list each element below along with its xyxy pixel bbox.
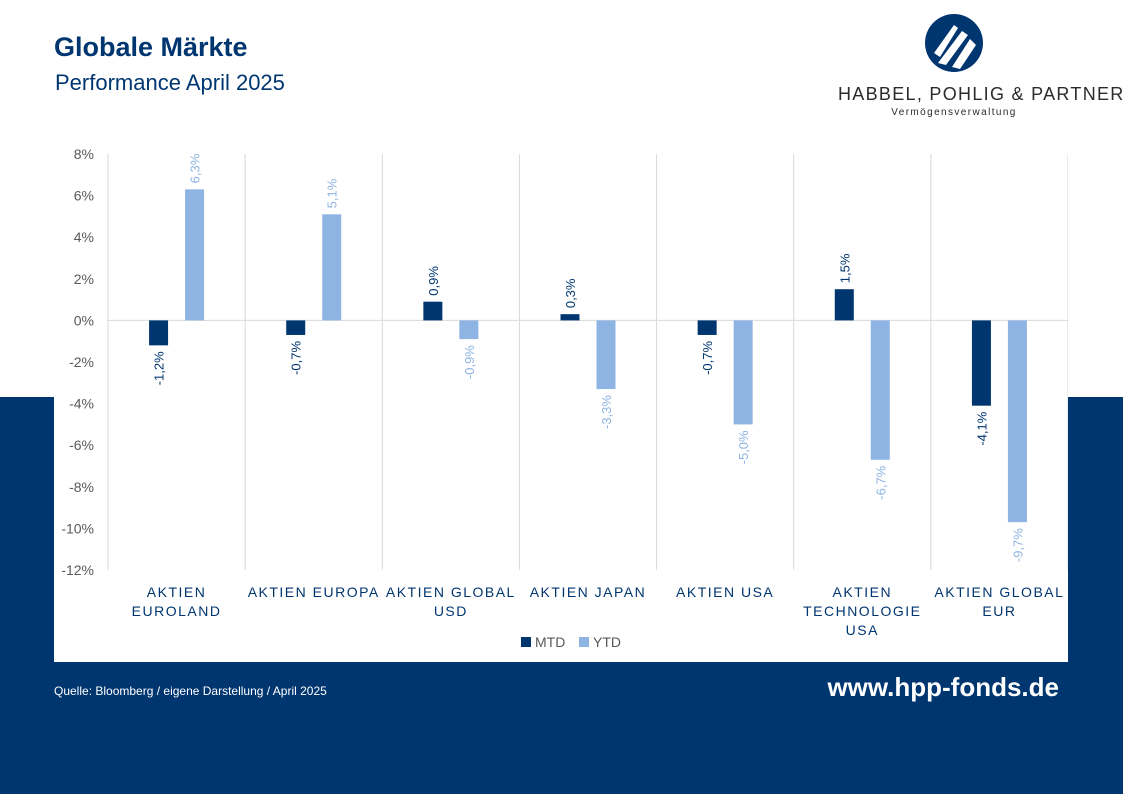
y-tick-label: 8% (74, 146, 94, 162)
data-label-mtd: 0,9% (426, 266, 441, 296)
y-tick-label: 2% (74, 271, 94, 287)
data-label-ytd: -9,7% (1010, 528, 1025, 562)
data-label-mtd: 1,5% (837, 253, 852, 283)
category-label: AKTIEN JAPAN (530, 584, 647, 600)
bar-mtd (971, 320, 991, 406)
bar-ytd (733, 320, 753, 425)
bar-ytd (459, 320, 479, 340)
legend-swatch-mtd (521, 637, 531, 647)
y-tick-label: 4% (74, 229, 94, 245)
y-tick-label: -10% (61, 520, 94, 536)
y-tick-label: -2% (69, 354, 94, 370)
category-label: AKTIEN (832, 584, 892, 600)
legend-label-ytd: YTD (593, 634, 621, 650)
category-label: USD (434, 603, 468, 619)
category-label: AKTIEN EUROPA (248, 584, 380, 600)
category-label: AKTIEN GLOBAL (386, 584, 516, 600)
data-label-ytd: 6,3% (188, 153, 203, 183)
bar-ytd (322, 214, 342, 321)
category-label: EUROLAND (132, 603, 222, 619)
data-label-mtd: -0,7% (289, 341, 304, 375)
data-label-mtd: -4,1% (974, 411, 989, 445)
y-tick-label: -4% (69, 396, 94, 412)
company-name: HABBEL, POHLIG & PARTNER (838, 84, 1123, 104)
bar-mtd (149, 320, 169, 346)
data-label-ytd: -3,3% (599, 395, 614, 429)
bar-mtd (286, 320, 306, 335)
bar-ytd (185, 189, 205, 321)
data-label-ytd: 5,1% (325, 178, 340, 208)
page-subtitle: Performance April 2025 (55, 70, 285, 95)
company-logo-icon (925, 14, 983, 72)
category-label: EUR (982, 603, 1016, 619)
bar-mtd (560, 314, 580, 321)
data-label-mtd: -0,7% (700, 341, 715, 375)
data-label-ytd: -0,9% (462, 345, 477, 379)
company-tagline: Vermögensverwaltung (891, 107, 1017, 118)
category-label: AKTIEN GLOBAL (934, 584, 1064, 600)
data-label-mtd: -1,2% (152, 351, 167, 385)
data-label-ytd: -6,7% (873, 465, 888, 499)
y-tick-label: -8% (69, 479, 94, 495)
legend-label-mtd: MTD (535, 634, 565, 650)
bar-ytd (596, 320, 616, 390)
website-link[interactable]: www.hpp-fonds.de (827, 672, 1059, 702)
category-label: AKTIEN USA (676, 584, 774, 600)
chart-panel: 8% 6% 4% 2% 0% -2% -4% -6% -8% -10% -12% -1,2% -0,7%… (54, 130, 1068, 662)
performance-chart: 8% 6% 4% 2% 0% -2% -4% -6% -8% -10% -12% -1,2% -0,7%… (61, 146, 1068, 650)
y-tick-label: -6% (69, 437, 94, 453)
category-label: USA (846, 622, 879, 638)
category-label: TECHNOLOGIE (803, 603, 921, 619)
y-tick-label: -12% (61, 562, 94, 578)
bar-ytd (870, 320, 890, 460)
y-tick-label: 6% (74, 188, 94, 204)
bar-mtd (697, 320, 717, 335)
bar-mtd (834, 289, 854, 321)
bar-ytd (1007, 320, 1027, 523)
source-note: Quelle: Bloomberg / eigene Darstellung /… (54, 684, 327, 698)
data-label-mtd: 0,3% (563, 278, 578, 308)
legend-swatch-ytd (579, 637, 589, 647)
bar-mtd (423, 301, 443, 321)
y-tick-label: 0% (74, 312, 94, 328)
page-title: Globale Märkte (54, 32, 248, 62)
category-label: AKTIEN (147, 584, 207, 600)
data-label-ytd: -5,0% (736, 430, 751, 464)
